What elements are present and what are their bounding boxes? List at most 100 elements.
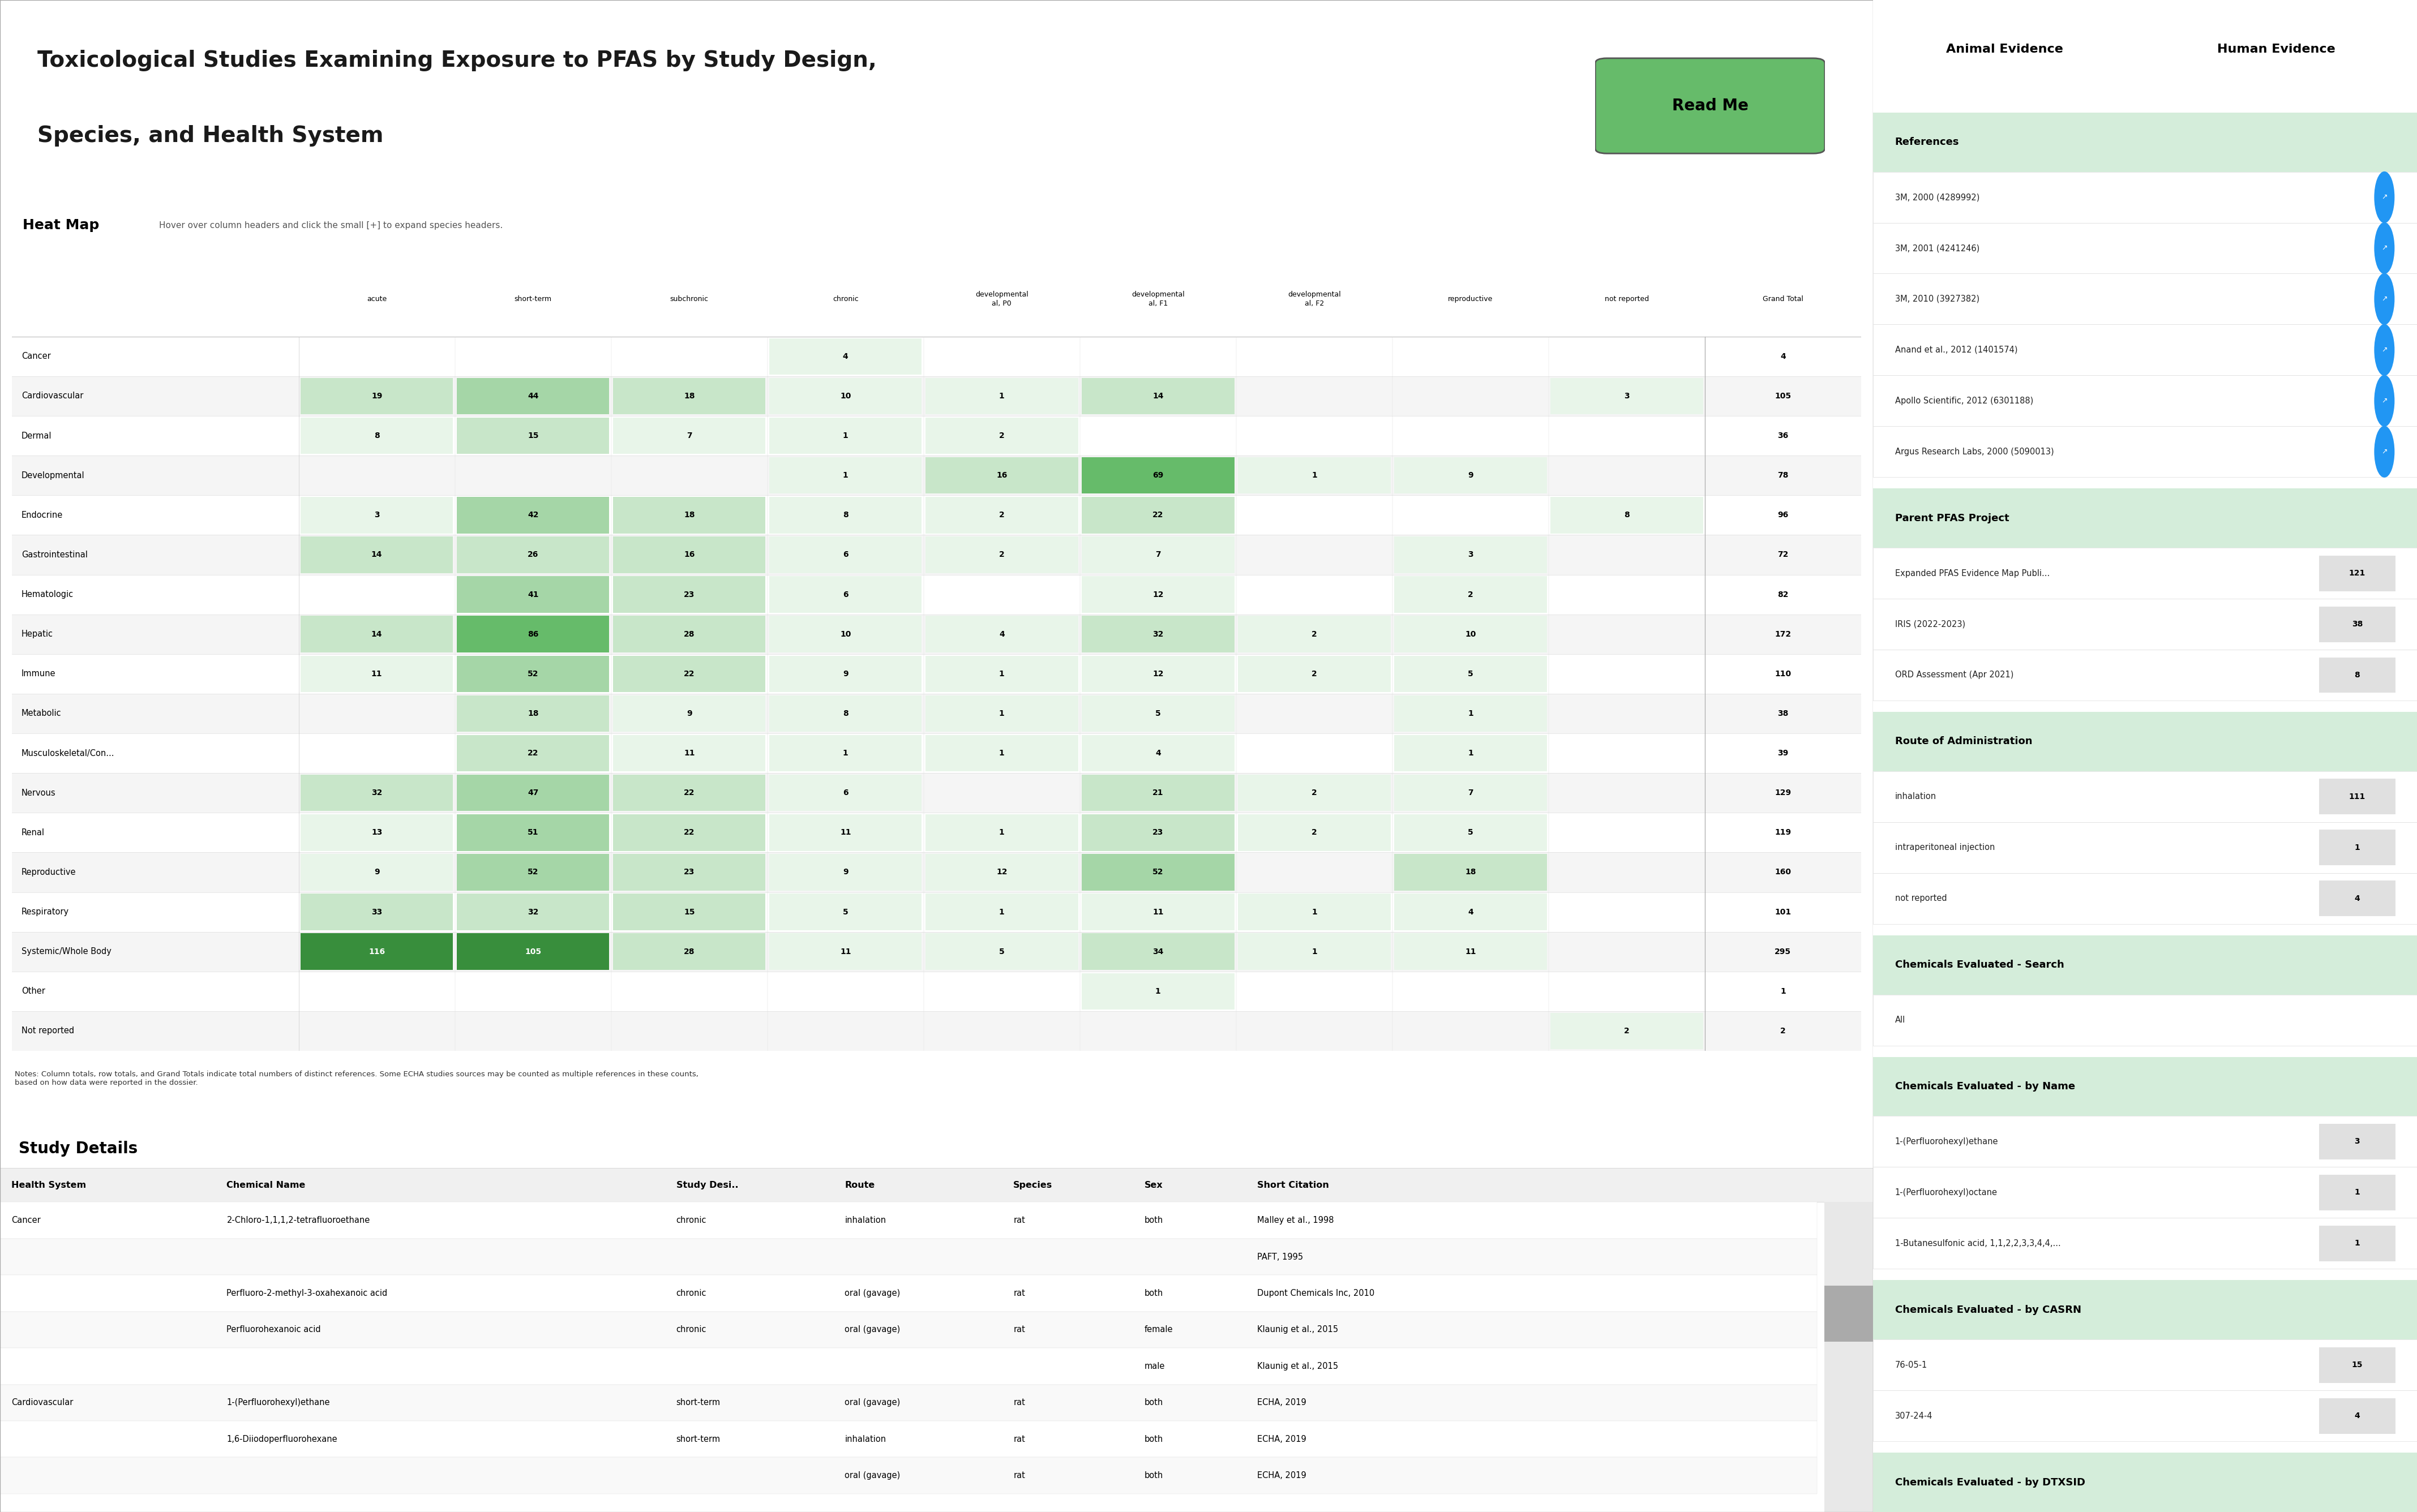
Text: 44: 44 xyxy=(527,392,539,401)
Circle shape xyxy=(2373,172,2395,222)
Text: All: All xyxy=(1895,1016,1905,1024)
Bar xyxy=(1083,497,1235,534)
Text: 12: 12 xyxy=(1153,670,1163,677)
Text: both: both xyxy=(1146,1399,1163,1406)
Text: Renal: Renal xyxy=(22,829,44,836)
Circle shape xyxy=(2373,222,2395,274)
Bar xyxy=(12,655,1861,694)
Text: Cancer: Cancer xyxy=(22,352,51,361)
Bar xyxy=(614,537,766,573)
Text: not reported: not reported xyxy=(1605,295,1648,302)
Bar xyxy=(1083,696,1235,732)
Text: 1: 1 xyxy=(2354,844,2359,851)
Text: 18: 18 xyxy=(684,511,694,519)
Text: 121: 121 xyxy=(2349,570,2366,578)
Text: Dupont Chemicals Inc, 2010: Dupont Chemicals Inc, 2010 xyxy=(1257,1290,1375,1297)
Bar xyxy=(1873,488,2417,547)
Text: 1-(Perfluorohexyl)octane: 1-(Perfluorohexyl)octane xyxy=(1895,1188,1996,1196)
Text: Respiratory: Respiratory xyxy=(22,907,70,916)
Text: Systemic/Whole Body: Systemic/Whole Body xyxy=(22,948,111,956)
Text: 1: 1 xyxy=(844,432,848,440)
Bar xyxy=(0,1167,1873,1202)
Text: short-term: short-term xyxy=(677,1435,720,1444)
Text: 160: 160 xyxy=(1774,868,1791,877)
Text: Route: Route xyxy=(846,1181,875,1188)
Text: Chemicals Evaluated - by CASRN: Chemicals Evaluated - by CASRN xyxy=(1895,1305,2081,1315)
Text: 33: 33 xyxy=(372,909,382,916)
Bar xyxy=(0,1349,1818,1385)
Text: 52: 52 xyxy=(1153,868,1163,877)
Text: 4: 4 xyxy=(1467,909,1474,916)
Bar xyxy=(1395,735,1547,771)
Text: 1: 1 xyxy=(998,670,1005,677)
Text: Chemicals Evaluated - by DTXSID: Chemicals Evaluated - by DTXSID xyxy=(1895,1477,2086,1488)
Text: rat: rat xyxy=(1013,1435,1025,1444)
Bar xyxy=(769,615,921,653)
Bar xyxy=(926,417,1078,454)
Bar xyxy=(457,537,609,573)
Bar xyxy=(1238,615,1390,653)
Bar xyxy=(457,815,609,851)
Text: 8: 8 xyxy=(2354,671,2359,679)
Text: Malley et al., 1998: Malley et al., 1998 xyxy=(1257,1216,1334,1225)
Text: subchronic: subchronic xyxy=(670,295,708,302)
Bar xyxy=(1238,774,1390,810)
Bar xyxy=(1083,378,1235,414)
Bar xyxy=(457,696,609,732)
Text: Developmental: Developmental xyxy=(22,472,85,479)
Text: 1: 1 xyxy=(1312,909,1317,916)
Bar xyxy=(457,576,609,612)
Text: not reported: not reported xyxy=(1895,894,1946,903)
Text: Apollo Scientific, 2012 (6301188): Apollo Scientific, 2012 (6301188) xyxy=(1895,396,2033,405)
Text: 10: 10 xyxy=(841,392,851,401)
Text: ORD Assessment (Apr 2021): ORD Assessment (Apr 2021) xyxy=(1895,671,2013,679)
Text: chronic: chronic xyxy=(677,1216,706,1225)
Bar xyxy=(1873,823,2417,872)
Bar xyxy=(1873,1116,2417,1167)
Text: 119: 119 xyxy=(1774,829,1791,836)
Text: 295: 295 xyxy=(1774,948,1791,956)
Bar xyxy=(769,774,921,810)
Bar xyxy=(769,815,921,851)
Bar xyxy=(0,1458,1818,1494)
Text: rat: rat xyxy=(1013,1399,1025,1406)
Text: Cancer: Cancer xyxy=(12,1216,41,1225)
Text: Heat Map: Heat Map xyxy=(22,219,99,231)
Text: 4: 4 xyxy=(2354,1412,2359,1420)
Text: 78: 78 xyxy=(1776,472,1789,479)
Text: 23: 23 xyxy=(684,868,694,877)
Text: 8: 8 xyxy=(844,511,848,519)
Text: 34: 34 xyxy=(1153,948,1163,956)
Text: 28: 28 xyxy=(684,631,694,638)
Bar xyxy=(12,733,1861,773)
Text: 8: 8 xyxy=(1624,511,1629,519)
Text: Chemicals Evaluated - by Name: Chemicals Evaluated - by Name xyxy=(1895,1081,2076,1092)
Text: 11: 11 xyxy=(684,750,694,758)
Text: 172: 172 xyxy=(1774,631,1791,638)
Text: 5: 5 xyxy=(844,909,848,916)
Text: both: both xyxy=(1146,1435,1163,1444)
Text: Hepatic: Hepatic xyxy=(22,631,53,638)
Text: 7: 7 xyxy=(1155,550,1160,559)
Text: Klaunig et al., 2015: Klaunig et al., 2015 xyxy=(1257,1362,1339,1370)
Text: Anand et al., 2012 (1401574): Anand et al., 2012 (1401574) xyxy=(1895,346,2018,354)
Bar xyxy=(2318,555,2395,591)
Text: ↗: ↗ xyxy=(2381,295,2388,302)
Text: oral (gavage): oral (gavage) xyxy=(846,1326,902,1334)
Text: 96: 96 xyxy=(1776,511,1789,519)
Text: 9: 9 xyxy=(1467,472,1474,479)
Text: Metabolic: Metabolic xyxy=(22,709,60,718)
Bar xyxy=(614,854,766,891)
Bar xyxy=(300,378,452,414)
Bar xyxy=(12,337,1861,376)
Text: 19: 19 xyxy=(372,392,382,401)
Text: Musculoskeletal/Con...: Musculoskeletal/Con... xyxy=(22,748,114,758)
Bar xyxy=(12,575,1861,614)
Bar xyxy=(1238,894,1390,930)
Text: 2: 2 xyxy=(998,550,1005,559)
Bar xyxy=(12,931,1861,972)
Text: 1: 1 xyxy=(998,909,1005,916)
Text: Cardiovascular: Cardiovascular xyxy=(12,1399,73,1406)
Text: 23: 23 xyxy=(1153,829,1163,836)
Text: 4: 4 xyxy=(844,352,848,360)
